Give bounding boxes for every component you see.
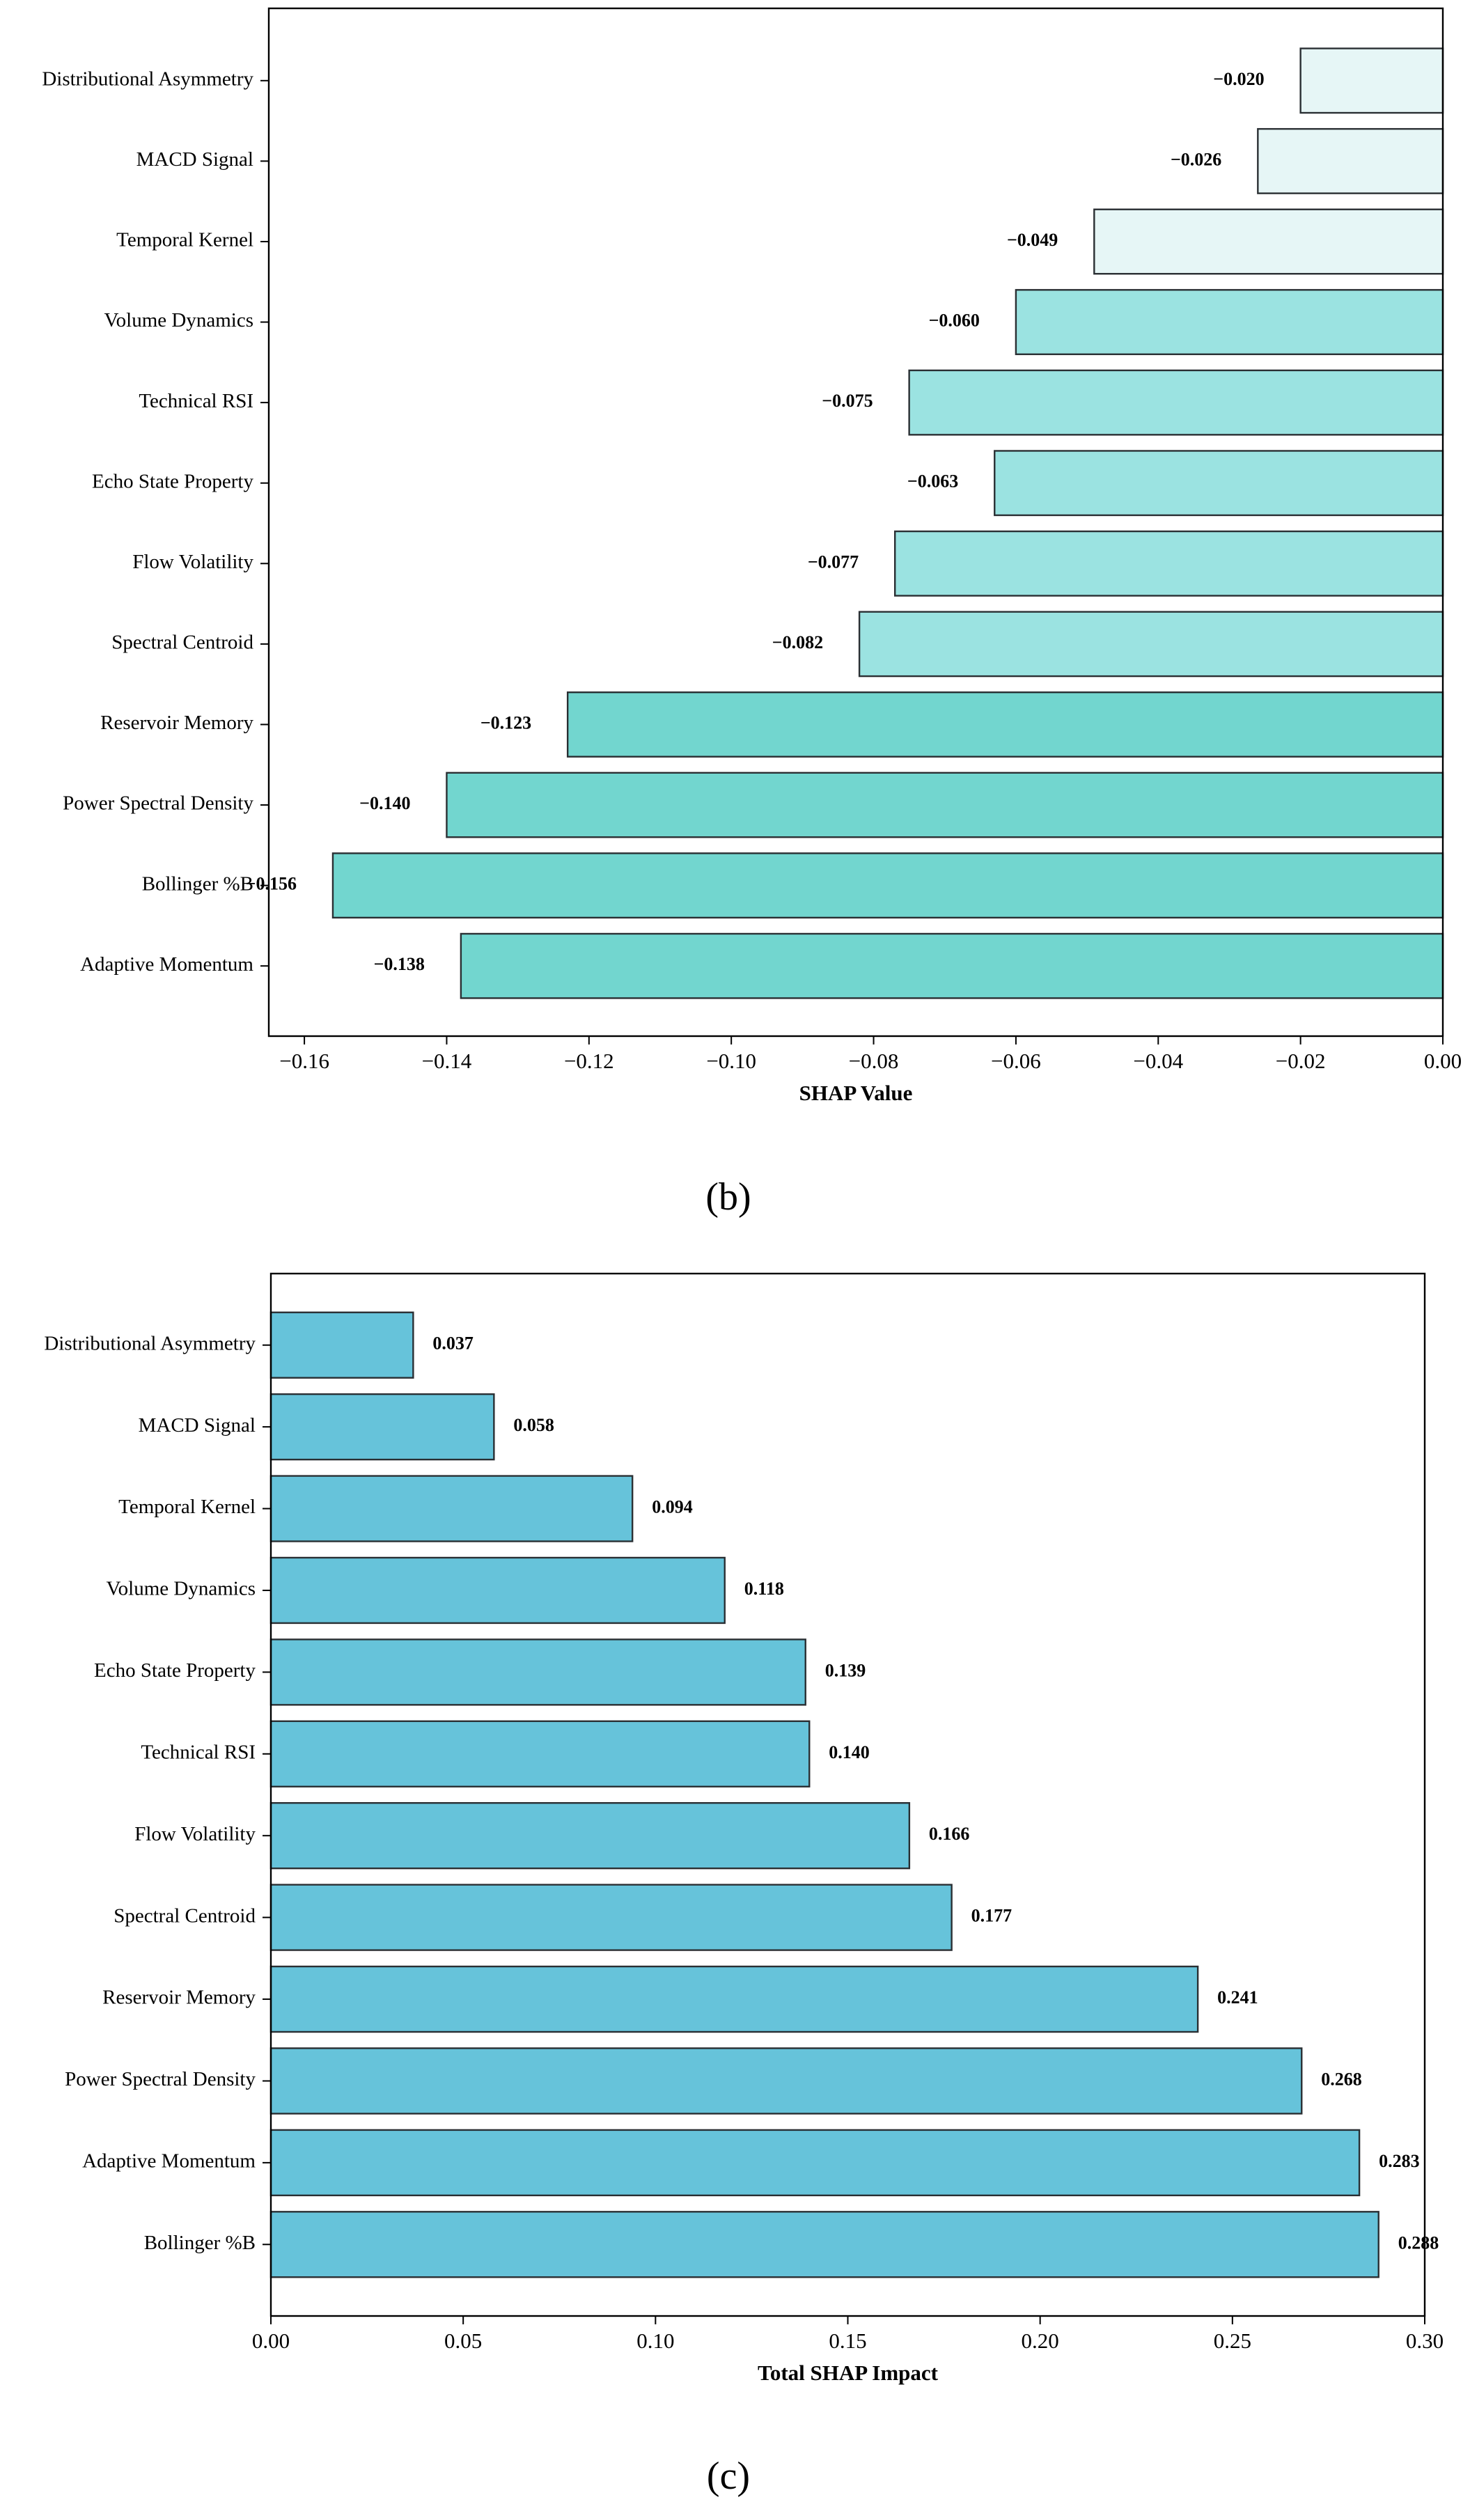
x-tick-label: −0.08	[849, 1049, 899, 1073]
bar	[269, 1720, 811, 1787]
bar	[446, 772, 1444, 838]
data-label: −0.026	[1171, 149, 1221, 169]
data-label: −0.060	[929, 311, 980, 331]
x-tick-label: 0.05	[444, 2329, 482, 2353]
bar	[858, 611, 1444, 678]
category-label: Flow Volatility	[132, 551, 253, 573]
data-label: 0.140	[829, 1742, 870, 1762]
data-label: −0.156	[246, 874, 297, 894]
category-label: Bollinger %B	[142, 872, 253, 895]
bar	[1093, 208, 1444, 275]
category-label: Temporal Kernel	[118, 1496, 256, 1518]
bar	[269, 2047, 1303, 2115]
category-label: Power Spectral Density	[65, 2068, 256, 2090]
bar	[269, 1802, 911, 1870]
category-label: Spectral Centroid	[111, 632, 253, 654]
bar	[269, 1884, 953, 1951]
x-axis-title: SHAP Value	[799, 1081, 913, 1105]
data-label: 0.139	[825, 1660, 866, 1680]
bar	[994, 450, 1444, 517]
bar	[1257, 127, 1444, 194]
data-label: 0.283	[1379, 2151, 1420, 2171]
data-label: 0.094	[652, 1497, 693, 1517]
x-tick-label: 0.25	[1214, 2329, 1251, 2353]
x-tick-label: 0.10	[636, 2329, 674, 2353]
data-label: 0.166	[929, 1824, 970, 1844]
category-label: Volume Dynamics	[104, 309, 253, 331]
data-label: 0.118	[744, 1579, 784, 1599]
data-label: 0.241	[1217, 1987, 1258, 2008]
chart-c-total-shap-impact: Distributional Asymmetry 0.037 MACD Signal…	[44, 1272, 1444, 2385]
category-label: Distributional Asymmetry	[44, 1332, 256, 1354]
bar	[566, 691, 1444, 758]
data-label: 0.268	[1321, 2069, 1362, 2089]
x-axis-title: Total SHAP Impact	[758, 2361, 939, 2385]
category-label: Temporal Kernel	[116, 229, 253, 251]
caption-c: (c)	[707, 2455, 750, 2498]
data-label: −0.138	[374, 954, 425, 974]
category-label: Adaptive Momentum	[80, 953, 253, 976]
x-tick-label: −0.10	[706, 1049, 756, 1073]
data-label: −0.077	[808, 551, 859, 572]
category-label: Spectral Centroid	[114, 1904, 256, 1927]
data-label: 0.058	[513, 1415, 554, 1435]
category-label: Echo State Property	[92, 470, 253, 492]
category-label: Distributional Asymmetry	[42, 68, 253, 90]
data-label: 0.177	[971, 1906, 1012, 1926]
x-tick-label: −0.04	[1133, 1049, 1183, 1073]
bar	[460, 932, 1444, 999]
category-label: MACD Signal	[136, 148, 253, 171]
bar	[269, 2129, 1361, 2197]
category-label: Adaptive Momentum	[82, 2150, 256, 2173]
data-label: −0.123	[480, 712, 531, 733]
data-label: 0.288	[1398, 2232, 1439, 2253]
bar	[1299, 47, 1444, 114]
data-label: −0.140	[359, 793, 410, 813]
category-label: Technical RSI	[139, 390, 253, 412]
data-label: −0.063	[907, 471, 958, 492]
bar	[1015, 289, 1444, 355]
x-tick-label: −0.12	[564, 1049, 614, 1073]
bar	[269, 2211, 1379, 2278]
bar	[331, 852, 1444, 919]
bar	[269, 1556, 726, 1625]
x-tick-label: 0.30	[1406, 2329, 1444, 2353]
data-label: 0.037	[432, 1333, 474, 1354]
plot-frame	[267, 7, 1444, 1038]
category-label: Bollinger %B	[144, 2232, 256, 2254]
category-label: Technical RSI	[141, 1741, 256, 1763]
x-tick-label: 0.00	[1424, 1049, 1462, 1073]
bar	[269, 1393, 495, 1461]
data-label: −0.020	[1213, 69, 1264, 89]
x-tick-label: −0.06	[991, 1049, 1041, 1073]
category-label: Volume Dynamics	[106, 1578, 256, 1600]
bar	[908, 369, 1444, 436]
caption-b: (b)	[705, 1175, 751, 1219]
category-label: Flow Volatility	[134, 1823, 256, 1845]
category-label: Echo State Property	[94, 1659, 256, 1682]
x-tick-label: 0.15	[829, 2329, 866, 2353]
category-label: Reservoir Memory	[102, 1987, 256, 2009]
data-label: −0.082	[772, 632, 823, 652]
x-tick-label: 0.00	[252, 2329, 290, 2353]
x-tick-label: 0.20	[1022, 2329, 1059, 2353]
data-label: −0.075	[822, 391, 873, 411]
category-label: Power Spectral Density	[63, 792, 253, 815]
category-label: MACD Signal	[139, 1414, 256, 1437]
x-tick-label: −0.02	[1276, 1049, 1326, 1073]
bar	[269, 1638, 806, 1706]
bar	[269, 1311, 414, 1379]
data-label: −0.049	[1007, 230, 1058, 250]
bar	[893, 530, 1444, 597]
bar	[269, 1965, 1199, 2033]
x-tick-label: −0.16	[279, 1049, 329, 1073]
category-label: Reservoir Memory	[100, 712, 253, 734]
bar	[269, 1475, 634, 1542]
x-tick-label: −0.14	[422, 1049, 472, 1073]
chart-b-shap-value: Distributional Asymmetry −0.020 MACD Signa…	[42, 7, 1462, 1105]
